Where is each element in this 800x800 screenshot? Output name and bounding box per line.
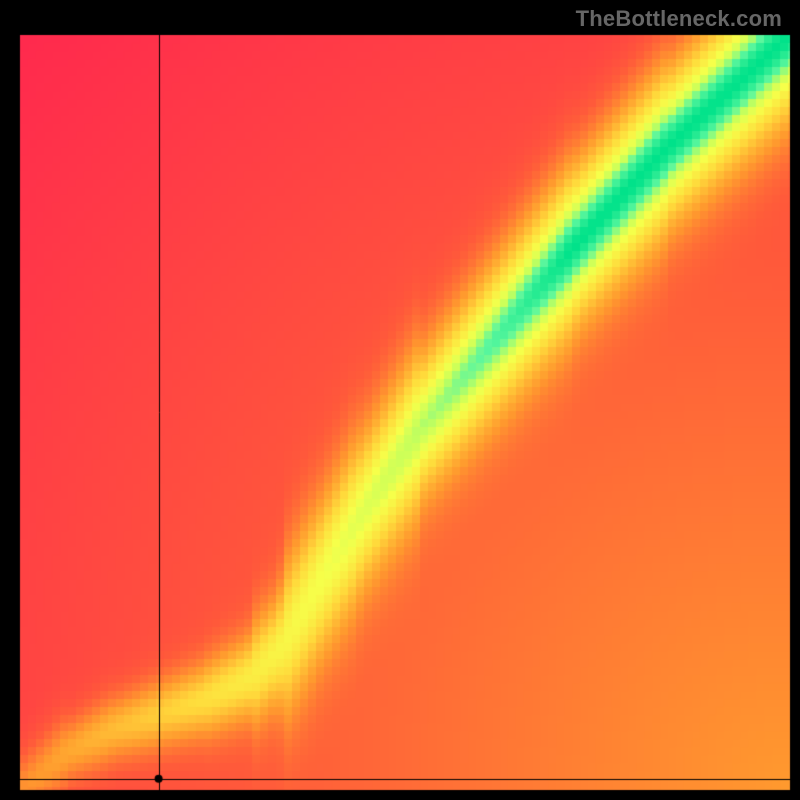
heatmap-canvas [0,0,800,800]
watermark-label: TheBottleneck.com [576,6,782,32]
chart-container: TheBottleneck.com [0,0,800,800]
